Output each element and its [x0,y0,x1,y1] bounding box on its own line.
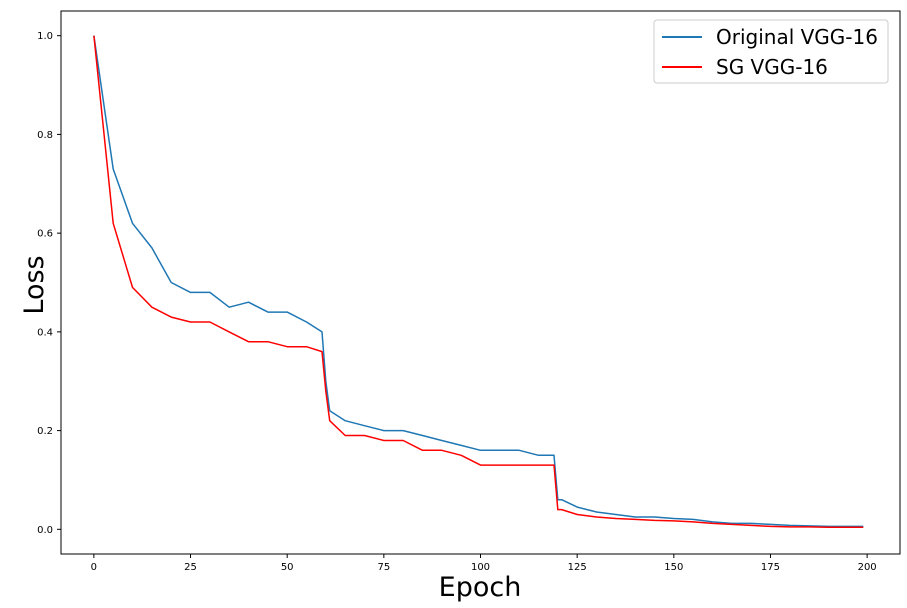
legend-label-sg-vgg16: SG VGG-16 [716,55,828,79]
x-tick-label: 75 [377,562,390,573]
y-tick-label: 0.2 [37,426,53,437]
x-axis: 0255075100125150175200 [91,554,877,573]
y-tick-label: 0.0 [37,525,53,536]
legend-label-original-vgg16: Original VGG-16 [716,25,878,49]
x-tick-label: 200 [858,562,877,573]
x-tick-label: 125 [568,562,587,573]
y-tick-label: 1.0 [37,31,53,42]
legend: Original VGG-16 SG VGG-16 [654,20,888,83]
x-tick-label: 150 [664,562,683,573]
x-tick-label: 175 [761,562,780,573]
x-tick-label: 0 [91,562,97,573]
y-tick-label: 0.6 [37,229,53,240]
y-tick-label: 0.4 [37,327,53,338]
x-tick-label: 50 [281,562,294,573]
x-axis-label: Epoch [439,572,522,603]
y-tick-label: 0.8 [37,130,53,141]
plot-area [61,11,900,554]
x-tick-label: 25 [184,562,197,573]
y-axis-label: Loss [19,255,50,314]
